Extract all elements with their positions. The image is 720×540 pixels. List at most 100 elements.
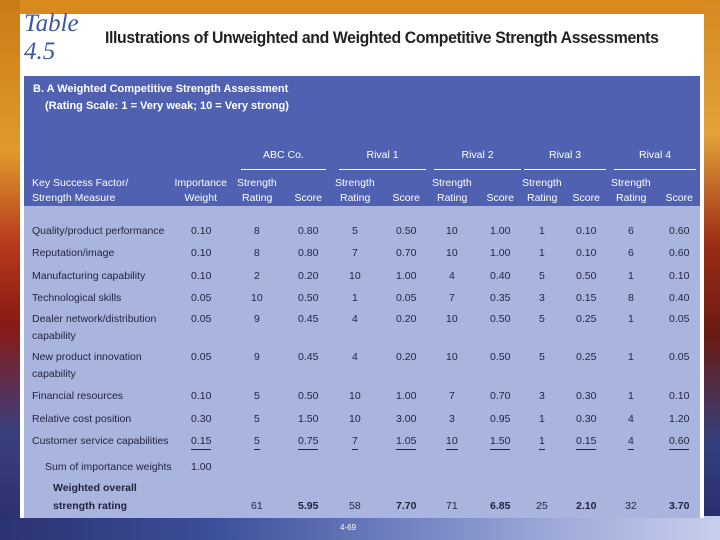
overall-rating-sum: 71 (446, 500, 458, 512)
factor-label: Technological skills (32, 292, 122, 304)
header-factor-line1: Key Success Factor/ (32, 177, 129, 189)
weighted-score: 0.40 (490, 270, 511, 282)
weighted-score: 0.50 (576, 270, 597, 282)
overall-weighted-score: 3.70 (669, 500, 690, 512)
header-score: Score (486, 192, 514, 204)
company-group-rule (241, 169, 326, 170)
document-page: Table 4.5 Illustrations of Unweighted an… (20, 10, 704, 518)
strength-rating: 3 (449, 413, 455, 425)
importance-weight: 0.05 (191, 313, 212, 325)
weighted-score: 0.30 (576, 390, 597, 402)
strength-rating: 6 (628, 247, 634, 259)
weighted-score: 1.05 (396, 434, 417, 450)
slide-background-bottom (0, 516, 720, 540)
strength-rating: 10 (446, 351, 458, 363)
strength-rating: 7 (449, 292, 455, 304)
weighted-score: 0.50 (298, 390, 319, 402)
weighted-score: 1.00 (396, 390, 417, 402)
strength-rating: 10 (349, 413, 361, 425)
header-company: ABC Co. (263, 149, 304, 161)
header-strength-line1: Strength (611, 177, 651, 189)
table-number: Table 4.5 (24, 10, 79, 65)
strength-rating: 1 (352, 292, 358, 304)
overall-weighted-score: 5.95 (298, 500, 319, 512)
strength-rating: 2 (254, 270, 260, 282)
strength-rating: 4 (628, 434, 634, 450)
weighted-score: 0.60 (669, 225, 690, 237)
strength-rating: 5 (254, 434, 260, 450)
strength-rating: 3 (539, 390, 545, 402)
strength-rating: 5 (352, 225, 358, 237)
section-title: B. A Weighted Competitive Strength Asses… (33, 83, 289, 95)
overall-weighted-score: 6.85 (490, 500, 511, 512)
weighted-score: 0.30 (576, 413, 597, 425)
weighted-score: 0.50 (396, 225, 417, 237)
weighted-score: 0.45 (298, 313, 319, 325)
table-caption: Table 4.5 Illustrations of Unweighted an… (24, 10, 700, 65)
strength-rating: 1 (628, 270, 634, 282)
column-header-row: Key Success Factor/Strength Measure Impor… (24, 140, 700, 206)
overall-rating-sum: 25 (536, 500, 548, 512)
strength-rating: 9 (254, 313, 260, 325)
importance-weight: 0.10 (191, 225, 212, 237)
strength-rating: 9 (254, 351, 260, 363)
weighted-score: 0.15 (576, 434, 597, 450)
weighted-score: 0.75 (298, 434, 319, 450)
weighted-score: 0.05 (396, 292, 417, 304)
importance-weight: 0.10 (191, 270, 212, 282)
overall-weighted-score: 7.70 (396, 500, 417, 512)
factor-label: Customer service capabilities (32, 435, 169, 447)
weighted-score: 0.25 (576, 351, 597, 363)
strength-rating: 10 (446, 434, 458, 450)
weighted-score: 0.20 (396, 351, 417, 363)
strength-rating: 5 (254, 413, 260, 425)
factor-label: New product innovation (32, 351, 142, 363)
weighted-score: 0.20 (298, 270, 319, 282)
weighted-score: 0.45 (298, 351, 319, 363)
strength-rating: 10 (446, 225, 458, 237)
header-strength-line1: Strength (432, 177, 472, 189)
weighted-score: 0.50 (490, 313, 511, 325)
header-company: Rival 1 (366, 149, 399, 161)
strength-rating: 5 (254, 390, 260, 402)
importance-weight: 0.05 (191, 292, 212, 304)
importance-weight: 0.05 (191, 351, 212, 363)
strength-rating: 4 (628, 413, 634, 425)
weighted-score: 0.50 (298, 292, 319, 304)
strength-rating: 1 (539, 247, 545, 259)
weighted-score: 3.00 (396, 413, 417, 425)
header-company: Rival 3 (549, 149, 582, 161)
overall-rating-sum: 61 (251, 500, 263, 512)
strength-rating: 8 (628, 292, 634, 304)
sum-weights-label: Sum of importance weights (45, 461, 172, 473)
strength-rating: 1 (539, 434, 545, 450)
weighted-score: 0.70 (490, 390, 511, 402)
header-score: Score (572, 192, 600, 204)
factor-label: capability (32, 368, 76, 380)
weighted-score: 0.35 (490, 292, 511, 304)
strength-rating: 8 (254, 225, 260, 237)
weighted-score: 0.05 (669, 351, 690, 363)
strength-rating: 3 (539, 292, 545, 304)
header-strength-line2: Rating (527, 192, 558, 204)
weighted-score: 0.80 (298, 225, 319, 237)
weighted-score: 0.10 (576, 225, 597, 237)
factor-label: Financial resources (32, 390, 124, 402)
overall-weighted-score: 2.10 (576, 500, 597, 512)
importance-weight: 0.15 (191, 434, 212, 450)
header-strength-line2: Rating (437, 192, 468, 204)
header-factor-line2: Strength Measure (32, 192, 116, 204)
weighted-score: 0.10 (669, 270, 690, 282)
strength-rating: 4 (352, 351, 358, 363)
section-header: B. A Weighted Competitive Strength Asses… (24, 76, 700, 140)
importance-weight: 0.30 (191, 413, 212, 425)
company-group-rule (614, 169, 696, 170)
header-score: Score (392, 192, 420, 204)
weighted-score: 1.50 (298, 413, 319, 425)
weighted-score: 0.25 (576, 313, 597, 325)
factor-label: Quality/product performance (32, 225, 165, 237)
weighted-score: 0.05 (669, 313, 690, 325)
strength-rating: 10 (446, 247, 458, 259)
assessment-table: B. A Weighted Competitive Strength Asses… (24, 76, 700, 518)
strength-rating: 1 (628, 390, 634, 402)
